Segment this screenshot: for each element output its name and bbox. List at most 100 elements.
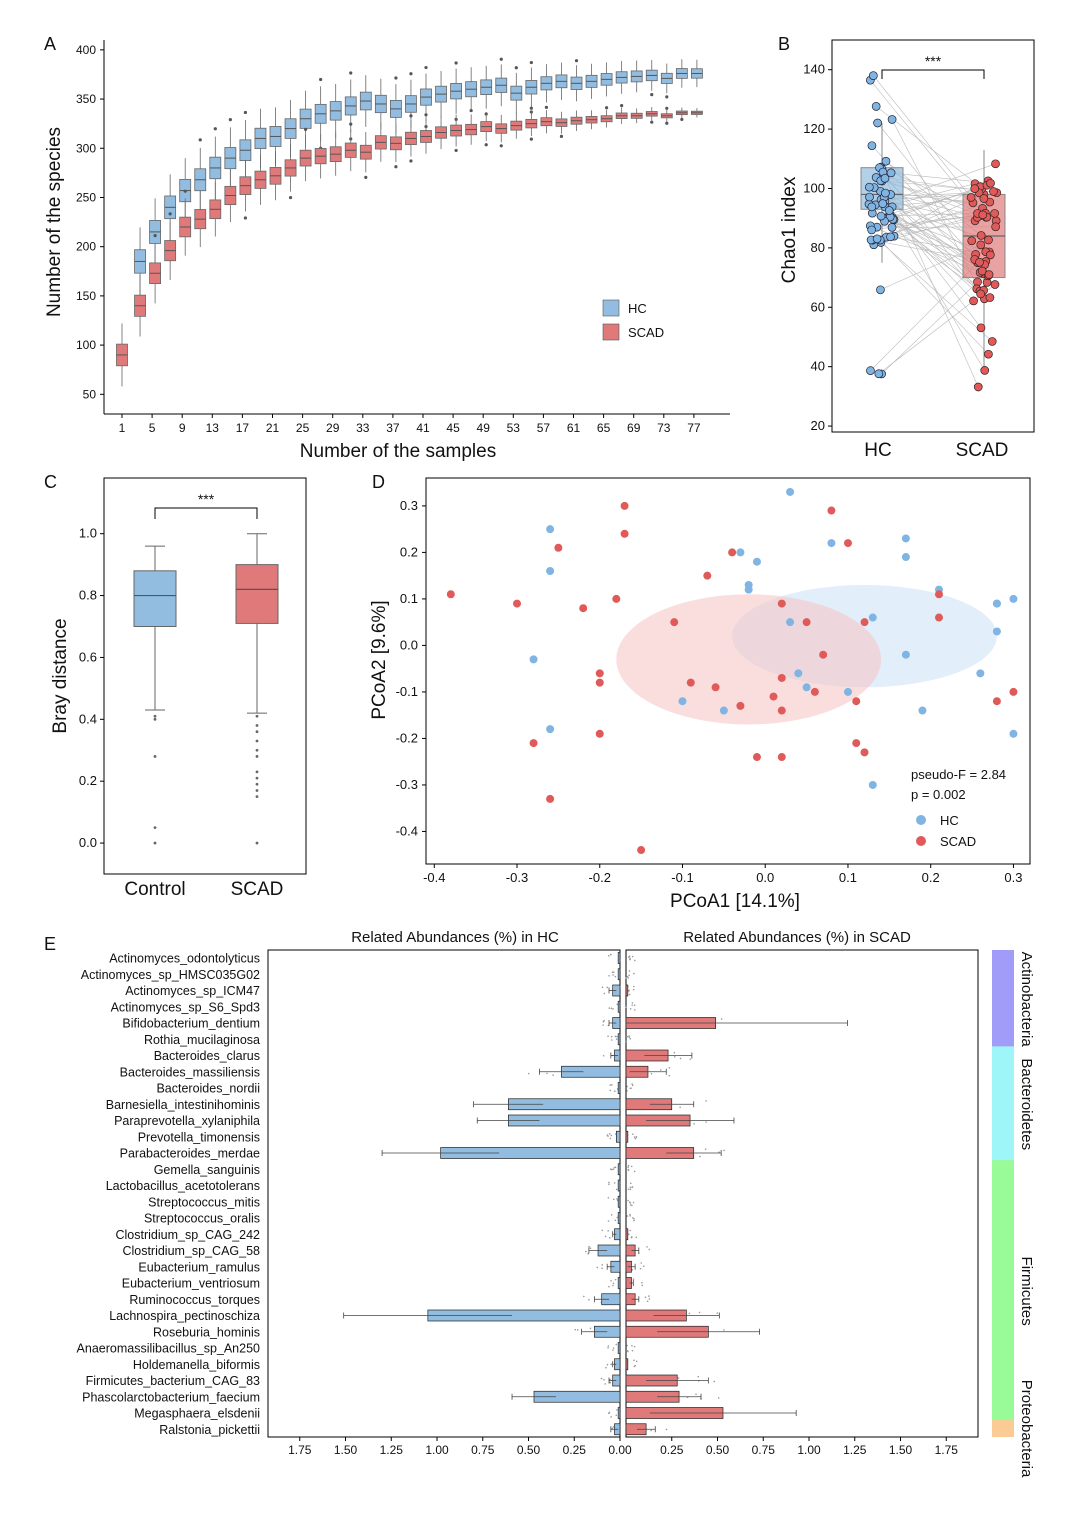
panel-e-species-label: Gemella_sanguinis [154, 1163, 260, 1177]
panel-e-dot-scad [626, 1089, 628, 1092]
panel-a-scad-outlier [153, 234, 157, 238]
panel-e-dot-hc [607, 1230, 609, 1232]
panel-d-ytick-label: 0.3 [400, 498, 418, 513]
panel-e-dot-hc [615, 1038, 618, 1040]
panel-d-point-scad [810, 687, 819, 696]
panel-a-scad-outlier [288, 195, 293, 200]
panel-d-point-scad [686, 678, 695, 687]
panel-e-dot-scad [720, 1018, 723, 1020]
panel-e-dot-scad [704, 1148, 707, 1150]
panel-e-xtick-left-label: 0.00 [608, 1443, 632, 1457]
panel-e-dot-hc [608, 974, 610, 977]
panel-b-point-scad [975, 257, 984, 267]
panel-d-xtick-label: -0.3 [506, 870, 528, 885]
panel-b-point-hc [867, 225, 877, 235]
panel-d-point-scad [620, 529, 629, 538]
panel-b-point-scad [976, 289, 985, 299]
panel-e-dot-hc [615, 1343, 618, 1346]
panel-e-dot-hc [608, 1007, 611, 1009]
panel-e-dot-scad [629, 1186, 632, 1189]
panel-e-bar-scad [625, 1228, 629, 1241]
panel-e-dot-hc [612, 1282, 615, 1285]
panel-b-point-scad [978, 210, 988, 220]
panel-b-point-scad [990, 209, 999, 218]
panel-a-xtick-label: 13 [206, 421, 220, 435]
panel-e-dot-scad [713, 1380, 716, 1383]
panel-e-species-label: Eubacterium_ramulus [138, 1260, 260, 1274]
panel-c-ytick-label: 1.0 [79, 526, 97, 541]
panel-e-dot-hc [546, 1072, 548, 1075]
panel-b-pair-line [870, 262, 978, 371]
panel-e-dot-hc [612, 1198, 615, 1201]
panel-d-point-hc [786, 618, 795, 627]
panel-e-dot-hc [608, 1411, 611, 1414]
panel-a-ytick-label: 350 [76, 92, 96, 106]
panel-d-point-hc [546, 525, 555, 534]
panel-c-ytick-label: 0.2 [79, 773, 97, 788]
panel-a-xtick-label: 53 [507, 421, 521, 435]
panel-e-dot-scad [627, 1168, 630, 1171]
panel-b-point-scad [980, 366, 990, 375]
panel-d-point-scad [703, 571, 712, 580]
panel-a-scad-outlier [665, 106, 669, 110]
panel-b-point-hc [876, 285, 885, 295]
panel-e-dot-hc [610, 1039, 613, 1041]
panel-c-outlier [255, 795, 259, 799]
panel-e-species-label: Clostridium_sp_CAG_58 [122, 1244, 260, 1258]
panel-d-xlabel: PCoA1 [14.1%] [670, 891, 800, 912]
panel-e-dot-scad [626, 1215, 629, 1217]
panel-e-dot-scad [693, 1123, 695, 1125]
panel-e-dot-hc [601, 1229, 604, 1232]
panel-label-b: B [778, 34, 790, 54]
panel-b-point-scad [966, 193, 976, 202]
panel-e-species-label: Ralstonia_pickettii [159, 1423, 260, 1437]
panel-e-species-label: Parabacteroides_merdae [120, 1147, 260, 1161]
panel-e-dot-scad [631, 1204, 633, 1207]
panel-e-dot-scad [668, 1074, 671, 1077]
panel-e-species-label: Ruminococcus_torques [129, 1293, 260, 1307]
panel-d-point-hc [736, 548, 745, 557]
panel-b-point-scad [969, 296, 978, 306]
panel-c-significance-bracket [154, 507, 258, 519]
panel-e-dot-hc [606, 1134, 609, 1136]
panel-e-dot-hc [607, 1220, 610, 1222]
panel-e-title-scad: Related Abundances (%) in SCAD [683, 929, 911, 946]
panel-e-dot-hc [600, 1377, 603, 1380]
panel-e-dot-hc [608, 1285, 610, 1288]
panel-a-xtick-label: 65 [597, 421, 611, 435]
panel-b-pair-line [871, 145, 980, 263]
panel-d-xtick-label: 0.3 [1004, 870, 1022, 885]
panel-e-dot-hc [616, 1035, 618, 1038]
panel-b-point-hc [871, 102, 881, 111]
panel-a-xtick-label: 69 [627, 421, 641, 435]
panel-e-dot-scad [632, 1201, 635, 1204]
panel-e-xtick-right-label: 0.75 [752, 1443, 776, 1457]
panel-a-xtick-label: 73 [657, 421, 671, 435]
panel-a-ytick-label: 400 [76, 43, 96, 57]
panel-d-point-scad [711, 683, 720, 692]
panel-e-dot-scad [631, 1186, 634, 1189]
panel-a-hc-outlier [198, 138, 202, 142]
panel-a-scad-outlier [665, 121, 669, 125]
panel-e-phylum-label: Proteobacteria [1018, 1380, 1035, 1478]
panel-e-dot-scad [630, 1165, 633, 1168]
panel-e-dot-scad [632, 1133, 634, 1136]
panel-e-title-hc: Related Abundances (%) in HC [351, 929, 559, 946]
panel-a-hc-outlier [514, 66, 518, 70]
panel-b-point-scad [979, 194, 989, 203]
panel-e-dot-hc [589, 1247, 592, 1249]
panel-a-hc-outlier [409, 72, 413, 76]
panel-e-dot-hc [612, 974, 614, 976]
panel-e-species-label: Anaeromassilibacillus_sp_An250 [77, 1342, 260, 1356]
panel-a-hc-outlier [499, 57, 503, 61]
panel-d-point-scad [752, 753, 761, 762]
panel-e-dot-scad [629, 957, 631, 960]
panel-d-ytick-label: 0.2 [400, 544, 418, 559]
panel-a-scad-outlier [484, 143, 488, 147]
panel-b-point-scad [977, 266, 987, 276]
panel-e-dot-scad [716, 1312, 719, 1314]
panel-e-dot-hc [589, 1327, 592, 1330]
panel-d-point-hc [992, 599, 1001, 608]
panel-e-dot-scad [633, 1136, 636, 1138]
panel-e-xtick-right-label: 0.50 [706, 1443, 730, 1457]
